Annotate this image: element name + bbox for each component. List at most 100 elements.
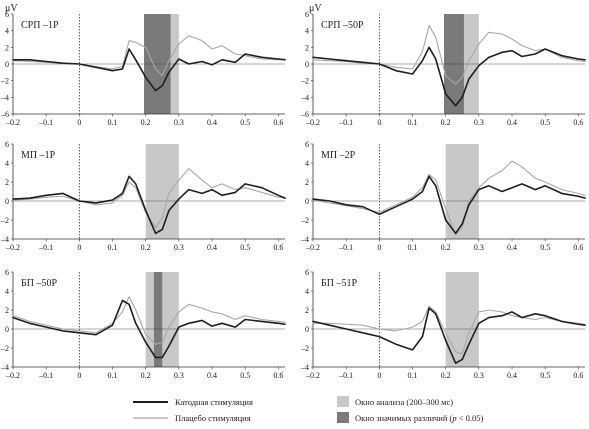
significant-window — [153, 272, 163, 367]
y-tick-label: –2 — [300, 344, 309, 353]
y-tick-label: 6 — [305, 10, 309, 19]
x-tick-label: 0.6 — [273, 243, 283, 252]
x-tick-label: 0.3 — [174, 243, 184, 252]
x-tick-label: 0.5 — [540, 371, 550, 380]
x-tick-label: 0.3 — [474, 243, 484, 252]
series-line-cathodal — [312, 175, 586, 235]
analysis-window — [145, 144, 179, 239]
x-tick-label: 0.1 — [408, 243, 418, 252]
y-tick-label: 4 — [5, 27, 9, 36]
unit-label-right: μV — [309, 3, 322, 14]
y-tick-label: 4 — [5, 287, 9, 296]
x-tick-label: 0.6 — [273, 371, 283, 380]
y-tick-label: 6 — [5, 10, 9, 19]
x-tick-label: –0.2 — [5, 243, 20, 252]
x-tick-label: –0.1 — [338, 243, 353, 252]
y-tick-label: –4 — [0, 363, 9, 372]
x-tick-label: 0.5 — [540, 118, 550, 127]
y-tick-label: 4 — [305, 27, 309, 36]
x-tick-label: 0.1 — [408, 118, 418, 127]
x-tick-label: 0.5 — [540, 243, 550, 252]
x-tick-label: 0 — [77, 243, 81, 252]
x-tick-label: 0.2 — [441, 243, 451, 252]
series-line-cathodal — [312, 307, 586, 365]
x-tick-label: 0.2 — [141, 243, 151, 252]
x-tick-label: –0.1 — [38, 118, 53, 127]
panel-bp-50r: 6 4 2 0 –2 –4–0.2 –0.1 0 0.1 0.2 0.3 0.4 0.5 0.6 БП –5… — [0, 268, 286, 380]
y-tick-label: –4 — [300, 93, 309, 102]
panel-srp-50r: 6 4 2 0 –2 –4 –6–0.2 –0.1 0 0.1 0.2 0.3 0.4 0.5 0.6 СРП… — [300, 10, 586, 127]
x-tick-label: 0.5 — [240, 371, 250, 380]
x-tick-label: 0.3 — [174, 118, 184, 127]
y-tick-label: 4 — [5, 159, 9, 168]
legend-label-cathodal: Катодная стимуляция — [175, 397, 253, 407]
y-tick-label: 6 — [5, 140, 9, 149]
y-tick-label: 2 — [5, 43, 9, 52]
x-tick-label: 0.4 — [507, 118, 517, 127]
x-tick-label: –0.2 — [5, 371, 20, 380]
y-tick-label: 4 — [305, 159, 309, 168]
x-tick-label: –0.1 — [338, 118, 353, 127]
x-tick-label: 0.1 — [408, 371, 418, 380]
y-tick-label: –2 — [0, 216, 9, 225]
y-tick-label: –4 — [0, 235, 9, 244]
y-tick-label: 6 — [5, 268, 9, 277]
x-tick-label: –0.1 — [338, 371, 353, 380]
y-tick-label: 2 — [5, 178, 9, 187]
x-tick-label: –0.2 — [305, 118, 320, 127]
x-tick-label: 0.1 — [108, 118, 118, 127]
y-tick-label: 2 — [305, 306, 309, 315]
y-tick-label: 0 — [305, 325, 309, 334]
legend-swatch-significant-window — [337, 412, 349, 423]
panel-label: СРП –1Р — [21, 20, 59, 31]
legend-swatch-analysis-window — [337, 396, 349, 407]
x-tick-label: 0.4 — [207, 243, 217, 252]
x-tick-label: 0.1 — [108, 243, 118, 252]
x-tick-label: 0.6 — [573, 118, 583, 127]
x-tick-label: 0.3 — [474, 371, 484, 380]
x-tick-label: 0.2 — [141, 371, 151, 380]
x-tick-label: 0.6 — [573, 243, 583, 252]
y-tick-label: 6 — [305, 140, 309, 149]
x-tick-label: 0 — [377, 118, 381, 127]
x-tick-label: –0.2 — [305, 243, 320, 252]
x-tick-label: 0.6 — [573, 371, 583, 380]
y-tick-label: 2 — [305, 178, 309, 187]
x-tick-label: –0.1 — [38, 371, 53, 380]
series-line-cathodal — [312, 46, 586, 107]
x-tick-label: –0.2 — [305, 371, 320, 380]
series-line-cathodal — [12, 175, 286, 235]
y-tick-label: –2 — [300, 216, 309, 225]
y-tick-label: 0 — [5, 197, 9, 206]
x-tick-label: –0.1 — [38, 243, 53, 252]
y-tick-label: –6 — [300, 110, 309, 119]
y-tick-label: 2 — [305, 43, 309, 52]
y-tick-label: 0 — [305, 60, 309, 69]
x-tick-label: 0.4 — [507, 371, 517, 380]
series-line-placebo — [312, 305, 586, 355]
panel-label: МП –1Р — [21, 150, 56, 161]
y-tick-label: –4 — [300, 235, 309, 244]
panel-bp-51r: 6 4 2 0 –2 –4–0.2 –0.1 0 0.1 0.2 0.3 0.4 0.5 0.6 БП –5… — [300, 268, 586, 380]
y-tick-label: –2 — [0, 344, 9, 353]
x-tick-label: 0.4 — [207, 371, 217, 380]
y-tick-label: 6 — [305, 268, 309, 277]
panel-label: МП –2Р — [321, 150, 356, 161]
x-tick-label: 0.5 — [240, 118, 250, 127]
x-tick-label: 0.3 — [174, 371, 184, 380]
x-tick-label: 0.6 — [273, 118, 283, 127]
y-tick-label: –2 — [300, 77, 309, 86]
series-line-cathodal — [12, 299, 286, 359]
x-tick-label: –0.2 — [5, 118, 20, 127]
x-tick-label: 0.1 — [108, 371, 118, 380]
x-tick-label: 0 — [377, 371, 381, 380]
legend-label-significant-window: Окно значимых различий (p < 0.05) — [355, 413, 483, 423]
x-tick-label: 0.5 — [240, 243, 250, 252]
y-tick-label: 0 — [5, 60, 9, 69]
y-tick-label: 0 — [5, 325, 9, 334]
x-tick-label: 0.4 — [507, 243, 517, 252]
unit-label-left: μV — [5, 3, 18, 14]
panel-label: БП –50Р — [21, 278, 57, 289]
y-tick-label: –2 — [0, 77, 9, 86]
